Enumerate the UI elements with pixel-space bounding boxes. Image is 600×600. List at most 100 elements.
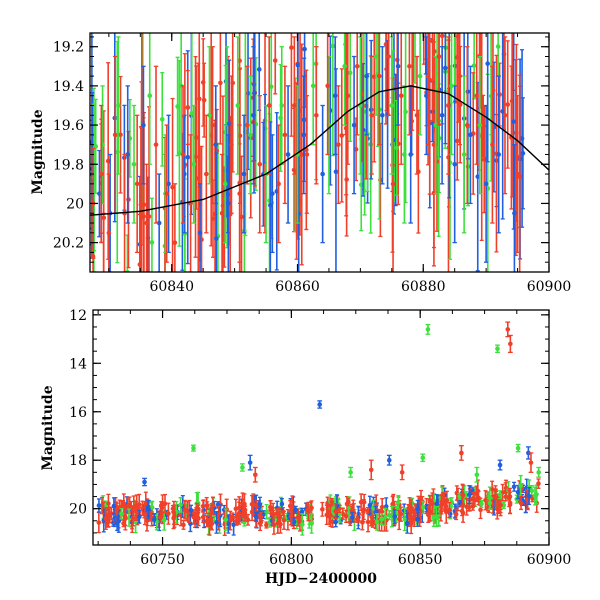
green-outlier-point [348, 466, 354, 478]
blue-outlier-point [317, 400, 323, 409]
green-data-point [248, 75, 253, 195]
data-point [159, 71, 165, 167]
y-tick-label: 20 [69, 502, 87, 518]
red-data-point [172, 183, 178, 272]
data-point [201, 62, 207, 138]
red-data-point [99, 104, 104, 244]
x-tick-label: 60880 [401, 279, 446, 295]
data-point [402, 507, 408, 532]
data-point [288, 510, 294, 522]
red-data-point [407, 33, 412, 136]
blue-data-point [301, 75, 307, 195]
data-point [206, 517, 211, 527]
y-tick-label: 18 [69, 453, 87, 469]
red-data-point [386, 33, 391, 116]
data-point [264, 521, 269, 529]
data-point [257, 496, 263, 513]
green-data-point [373, 33, 379, 116]
data-point [497, 490, 503, 500]
data-point [149, 197, 155, 272]
data-point [470, 72, 476, 195]
bottom-axis-ticks: 60750 60800 60850 60900 12 14 16 18 20 [69, 308, 571, 568]
red-data-point [144, 163, 149, 272]
green-data-point [433, 55, 439, 195]
data-point [328, 503, 333, 528]
data-point [277, 507, 283, 528]
data-point [344, 495, 350, 512]
data-point [500, 33, 505, 220]
model-curve [90, 85, 549, 216]
blue-outlier-point [497, 459, 503, 471]
data-point [507, 487, 513, 506]
green-data-point [222, 124, 228, 244]
data-point [166, 502, 171, 525]
data-point [151, 513, 157, 526]
blue-data-point [380, 46, 385, 185]
green-data-point [115, 36, 121, 175]
green-data-point [417, 33, 423, 136]
data-point [526, 487, 532, 506]
data-point [454, 485, 460, 501]
red-data-point [414, 55, 420, 175]
data-point [430, 492, 435, 515]
blue-data-point [408, 85, 413, 224]
red-data-point [425, 33, 431, 146]
blue-outlier-point [386, 454, 392, 466]
red-data-point [244, 65, 250, 185]
bottom-data-layer [96, 321, 542, 536]
green-data-point [449, 33, 454, 156]
data-point [249, 494, 255, 514]
data-point [170, 504, 176, 513]
data-point [511, 481, 517, 492]
red-data-point [502, 36, 508, 195]
blue-data-point [364, 33, 369, 136]
red-data-point [464, 46, 470, 205]
data-point [272, 33, 278, 95]
data-point [119, 507, 124, 520]
data-point [333, 503, 338, 520]
blue-data-point [226, 134, 231, 272]
red-data-point [204, 114, 209, 234]
blue-data-point [351, 55, 357, 195]
blue-data-point [496, 75, 501, 234]
data-point [358, 493, 364, 512]
data-point [230, 512, 235, 522]
data-point [343, 509, 349, 523]
data-point [347, 33, 353, 143]
red-data-point [164, 124, 170, 263]
data-point [181, 519, 186, 530]
data-point [404, 512, 410, 534]
data-point [178, 496, 183, 513]
x-tick-label: 60800 [269, 552, 314, 568]
data-point [275, 512, 281, 534]
y-tick-label: 20.2 [53, 236, 84, 252]
blue-data-point [512, 144, 517, 272]
data-point [518, 474, 523, 497]
data-point [158, 511, 163, 523]
blue-data-point [270, 134, 275, 254]
data-point [281, 510, 287, 530]
data-point [446, 501, 452, 519]
blue-outlier-point [247, 454, 253, 471]
y-tick-label: 12 [69, 308, 87, 324]
data-point [209, 516, 215, 531]
data-point [223, 508, 229, 532]
data-point [320, 501, 325, 517]
data-point [339, 68, 345, 203]
bottom-plot-frame [92, 309, 550, 546]
red-outlier-point [507, 334, 513, 354]
data-point [194, 507, 199, 523]
red-data-point [474, 33, 479, 165]
red-data-point [134, 114, 140, 254]
data-point [337, 504, 342, 514]
green-data-point [477, 55, 483, 195]
blue-data-point [483, 104, 489, 263]
red-outlier-point [459, 445, 464, 461]
data-point [518, 495, 524, 511]
green-outlier-point [420, 453, 426, 463]
top-axis-ticks: 60840 60860 60880 60900 19.2 19.4 19.6 19.8 20 20… [53, 33, 571, 295]
blue-data-point [213, 85, 219, 205]
red-data-point [515, 95, 520, 254]
red-data-point [304, 95, 310, 214]
red-outlier-point [252, 466, 258, 483]
